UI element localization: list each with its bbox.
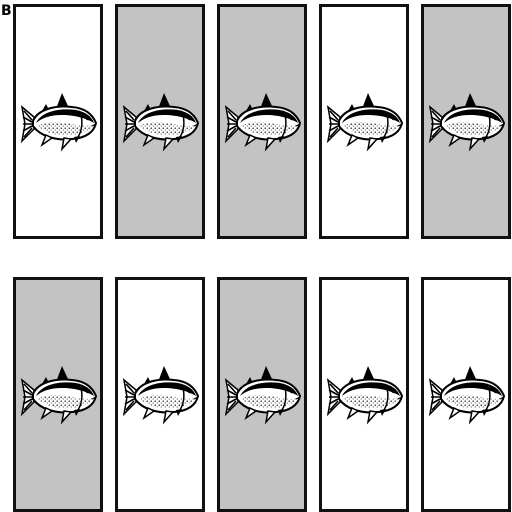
fish-icon bbox=[429, 92, 505, 150]
fish-icon bbox=[21, 92, 97, 150]
tank-panel-white bbox=[319, 277, 409, 512]
fish-icon bbox=[327, 92, 403, 150]
tank-panel-shaded bbox=[217, 4, 307, 239]
fish-icon bbox=[225, 92, 301, 150]
tank-panel-white bbox=[13, 4, 103, 239]
fish-icon bbox=[327, 365, 403, 423]
tank-panel-white bbox=[115, 277, 205, 512]
panel-label: B bbox=[1, 3, 12, 19]
tank-panel-shaded bbox=[115, 4, 205, 239]
tank-panel-shaded bbox=[217, 277, 307, 512]
fish-icon bbox=[123, 92, 199, 150]
tank-panel-shaded bbox=[421, 4, 511, 239]
tank-panel-shaded bbox=[13, 277, 103, 512]
tank-panel-white bbox=[421, 277, 511, 512]
fish-icon bbox=[21, 365, 97, 423]
fish-icon bbox=[225, 365, 301, 423]
fish-icon bbox=[123, 365, 199, 423]
fish-icon bbox=[429, 365, 505, 423]
tank-panel-white bbox=[319, 4, 409, 239]
